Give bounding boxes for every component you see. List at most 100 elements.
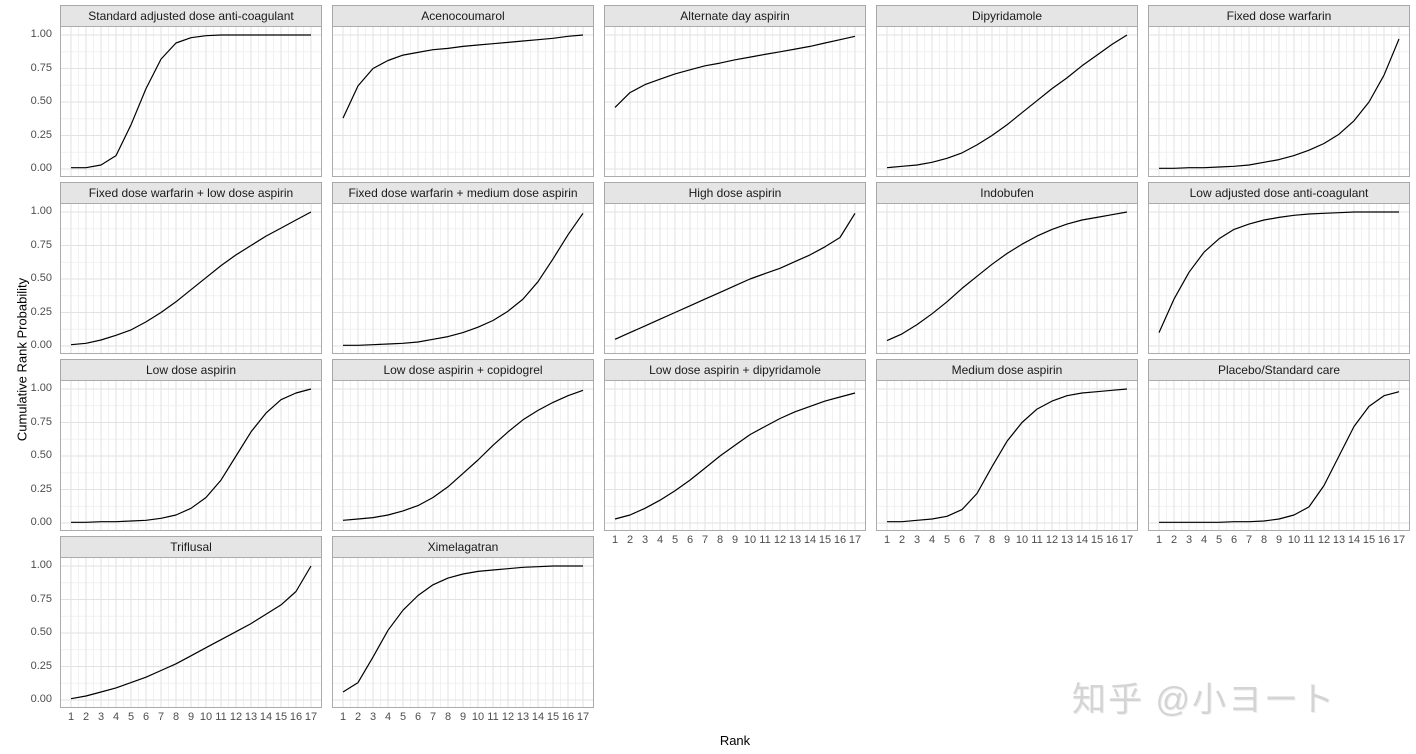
facet-title: Indobufen (876, 182, 1138, 203)
x-tick-label: 9 (187, 711, 195, 723)
x-tick-label: 12 (501, 711, 515, 723)
x-tick-label: 14 (531, 711, 545, 723)
y-tick-label: 0.50 (30, 95, 52, 107)
facet-panel: Low adjusted dose anti-coagulant (1148, 182, 1410, 354)
x-tick-label: 9 (459, 711, 467, 723)
x-tick-label: 10 (1287, 534, 1301, 546)
x-tick-label: 1 (1155, 534, 1163, 546)
y-tick-label: 1.00 (30, 28, 52, 40)
x-tick-label: 3 (641, 534, 649, 546)
facet-panel: Low dose aspirin + copidogrel (332, 359, 594, 531)
facet-title: Triflusal (60, 536, 322, 557)
x-tick-label: 4 (928, 534, 936, 546)
x-tick-label: 6 (958, 534, 966, 546)
y-tick-label: 0.75 (30, 415, 52, 428)
x-tick-label: 11 (1303, 534, 1315, 546)
facet-title: Medium dose aspirin (876, 359, 1138, 380)
x-tick-label: 9 (731, 534, 739, 546)
y-tick-label: 0.00 (30, 693, 52, 705)
x-tick-label: 11 (215, 711, 227, 723)
x-tick-label: 7 (973, 534, 981, 546)
x-tick-label: 5 (1215, 534, 1223, 546)
facet-title: Dipyridamole (876, 5, 1138, 26)
x-tick-label: 10 (471, 711, 485, 723)
x-tick-label: 10 (199, 711, 213, 723)
x-tick-label: 13 (516, 711, 530, 723)
facet-panel: Medium dose aspirin 1 2 3 4 5 6 7 8 9 10 11 12 13 14 15… (876, 359, 1138, 546)
x-axis-ticks: 1 2 3 4 5 6 7 8 9 10 11 12 13 14 15 16 17 (1148, 532, 1410, 548)
facet-panel: Low dose aspirin + dipyridamole 1 2 3 4 5 6 7 8 9… (604, 359, 866, 546)
y-tick-label: 0.75 (30, 592, 52, 605)
y-tick-label: 1.00 (30, 205, 52, 217)
cumulative-rank-curve (60, 557, 322, 708)
y-tick-label: 0.50 (30, 449, 52, 461)
x-tick-label: 15 (1090, 534, 1104, 546)
x-tick-label: 8 (988, 534, 996, 546)
x-tick-label: 2 (1170, 534, 1178, 546)
x-tick-label: 3 (369, 711, 377, 723)
x-tick-label: 13 (788, 534, 802, 546)
x-tick-label: 16 (833, 534, 847, 546)
facet-row-3: 1.00 0.75 0.50 0.25 0.00 Low dose aspirin Low … (0, 359, 1416, 546)
x-axis-title: Rank (719, 733, 751, 748)
x-axis-ticks: 1 2 3 4 5 6 7 8 9 10 11 12 13 14 15 16 17 (876, 532, 1138, 548)
y-tick-label: 0.00 (30, 162, 52, 174)
x-tick-label: 12 (773, 534, 787, 546)
x-tick-label: 3 (1185, 534, 1193, 546)
y-tick-label: 0.00 (30, 339, 52, 351)
facet-title: Fixed dose warfarin + medium dose aspiri… (332, 182, 594, 203)
y-axis-ticks: 1.00 0.75 0.50 0.25 0.00 (0, 5, 60, 177)
x-tick-label: 5 (399, 711, 407, 723)
x-tick-label: 14 (1347, 534, 1361, 546)
cumulative-rank-curve (332, 557, 594, 708)
y-tick-label: 0.25 (30, 128, 52, 141)
x-tick-label: 7 (429, 711, 437, 723)
facet-title: Placebo/Standard care (1148, 359, 1410, 380)
x-tick-label: 14 (259, 711, 273, 723)
x-tick-label: 9 (1275, 534, 1283, 546)
cumulative-rank-curve (876, 26, 1138, 177)
cumulative-rank-curve (604, 380, 866, 531)
x-tick-label: 6 (1230, 534, 1238, 546)
x-tick-label: 13 (1332, 534, 1346, 546)
x-tick-label: 15 (1362, 534, 1376, 546)
y-tick-label: 1.00 (30, 382, 52, 394)
x-tick-label: 5 (943, 534, 951, 546)
y-tick-label: 0.25 (30, 305, 52, 318)
x-tick-label: 1 (883, 534, 891, 546)
facet-title: Acenocoumarol (332, 5, 594, 26)
x-tick-label: 14 (1075, 534, 1089, 546)
facet-title: Low adjusted dose anti-coagulant (1148, 182, 1410, 203)
x-tick-label: 8 (444, 711, 452, 723)
x-tick-label: 1 (611, 534, 619, 546)
y-axis-ticks: 1.00 0.75 0.50 0.25 0.00 (0, 182, 60, 354)
cumulative-rank-curve (876, 203, 1138, 354)
facet-panel: Fixed dose warfarin + medium dose aspiri… (332, 182, 594, 354)
y-tick-label: 0.50 (30, 626, 52, 638)
facet-panel: Acenocoumarol (332, 5, 594, 177)
x-tick-label: 11 (759, 534, 771, 546)
facet-row-1: 1.00 0.75 0.50 0.25 0.00 Standard adjusted do… (0, 5, 1416, 177)
x-tick-label: 12 (1045, 534, 1059, 546)
x-tick-label: 17 (1120, 534, 1134, 546)
x-tick-label: 7 (701, 534, 709, 546)
facet-panel: Fixed dose warfarin (1148, 5, 1410, 177)
watermark: 知乎 @小ヨート (1072, 681, 1336, 719)
x-tick-label: 11 (487, 711, 499, 723)
cumulative-rank-curve (60, 26, 322, 177)
x-tick-label: 13 (1060, 534, 1074, 546)
x-tick-label: 8 (1260, 534, 1268, 546)
x-tick-label: 3 (913, 534, 921, 546)
x-tick-label: 9 (1003, 534, 1011, 546)
x-tick-label: 6 (142, 711, 150, 723)
y-tick-label: 0.75 (30, 61, 52, 74)
x-tick-label: 7 (157, 711, 165, 723)
cumulative-rank-curve (332, 26, 594, 177)
x-axis-ticks: 1 2 3 4 5 6 7 8 9 10 11 12 13 14 15 16 17 (60, 709, 322, 725)
cumulative-rank-curve (60, 203, 322, 354)
x-tick-label: 12 (229, 711, 243, 723)
x-tick-label: 17 (1392, 534, 1406, 546)
x-tick-label: 4 (384, 711, 392, 723)
facet-panel: Dipyridamole (876, 5, 1138, 177)
